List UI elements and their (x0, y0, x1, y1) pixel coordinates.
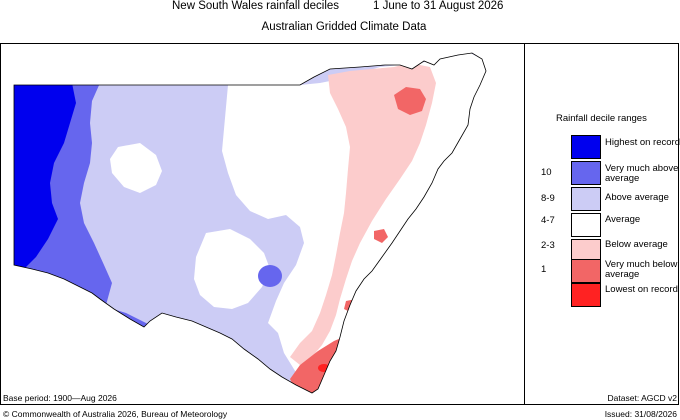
nsw-decile-map (13, 52, 487, 394)
highest-on-record-region (14, 53, 76, 279)
very-much-below-average-coast (424, 207, 440, 223)
average-region-central (194, 229, 270, 309)
legend-swatch-above (571, 187, 601, 211)
map-panel-frame (0, 43, 525, 405)
legend-range-very-much-above: 10 (541, 167, 552, 178)
legend-range-below: 2-3 (541, 240, 555, 251)
very-much-below-average-patch (374, 229, 388, 243)
dataset-label: Dataset: AGCD v2 (607, 393, 677, 403)
legend-label-below: Below average (605, 239, 668, 250)
legend-swatch-lowest (571, 283, 601, 307)
nsw-state-outline (13, 52, 487, 394)
copyright-label: © Commonwealth of Australia 2026, Bureau… (3, 409, 228, 419)
figure-frame (0, 43, 679, 405)
legend-label-very-much-below: Very much below average (605, 259, 678, 280)
title-heading: New South Wales rainfall deciles (172, 0, 340, 12)
below-average-region (290, 63, 436, 365)
very-much-above-average-spot (258, 265, 282, 287)
legend-swatch-very-much-above (571, 161, 601, 185)
average-region-west (110, 143, 162, 193)
legend-label-highest: Highest on record (605, 137, 680, 148)
title-period: 1 June to 31 August 2026 (373, 0, 504, 12)
legend-swatch-very-much-below (571, 259, 601, 283)
legend-range-average: 4-7 (541, 215, 555, 226)
legend-swatch-average (571, 213, 601, 237)
map-subtitle: Australian Gridded Climate Data (261, 21, 427, 33)
base-period-label: Base period: 1900—Aug 2026 (3, 393, 117, 403)
issued-label: Issued: 31/08/2026 (604, 409, 677, 419)
legend-label-lowest: Lowest on record (605, 284, 678, 295)
legend-label-above: Above average (605, 192, 669, 203)
legend-range-very-much-below: 1 (541, 264, 547, 275)
legend-title: Rainfall decile ranges (556, 113, 647, 124)
very-much-below-average-north (394, 87, 426, 115)
legend-range-above: 8-9 (541, 193, 555, 204)
legend-swatch-highest (571, 135, 601, 159)
legend-label-average: Average (605, 214, 641, 225)
legend-label-very-much-above: Very much above average (605, 163, 679, 184)
